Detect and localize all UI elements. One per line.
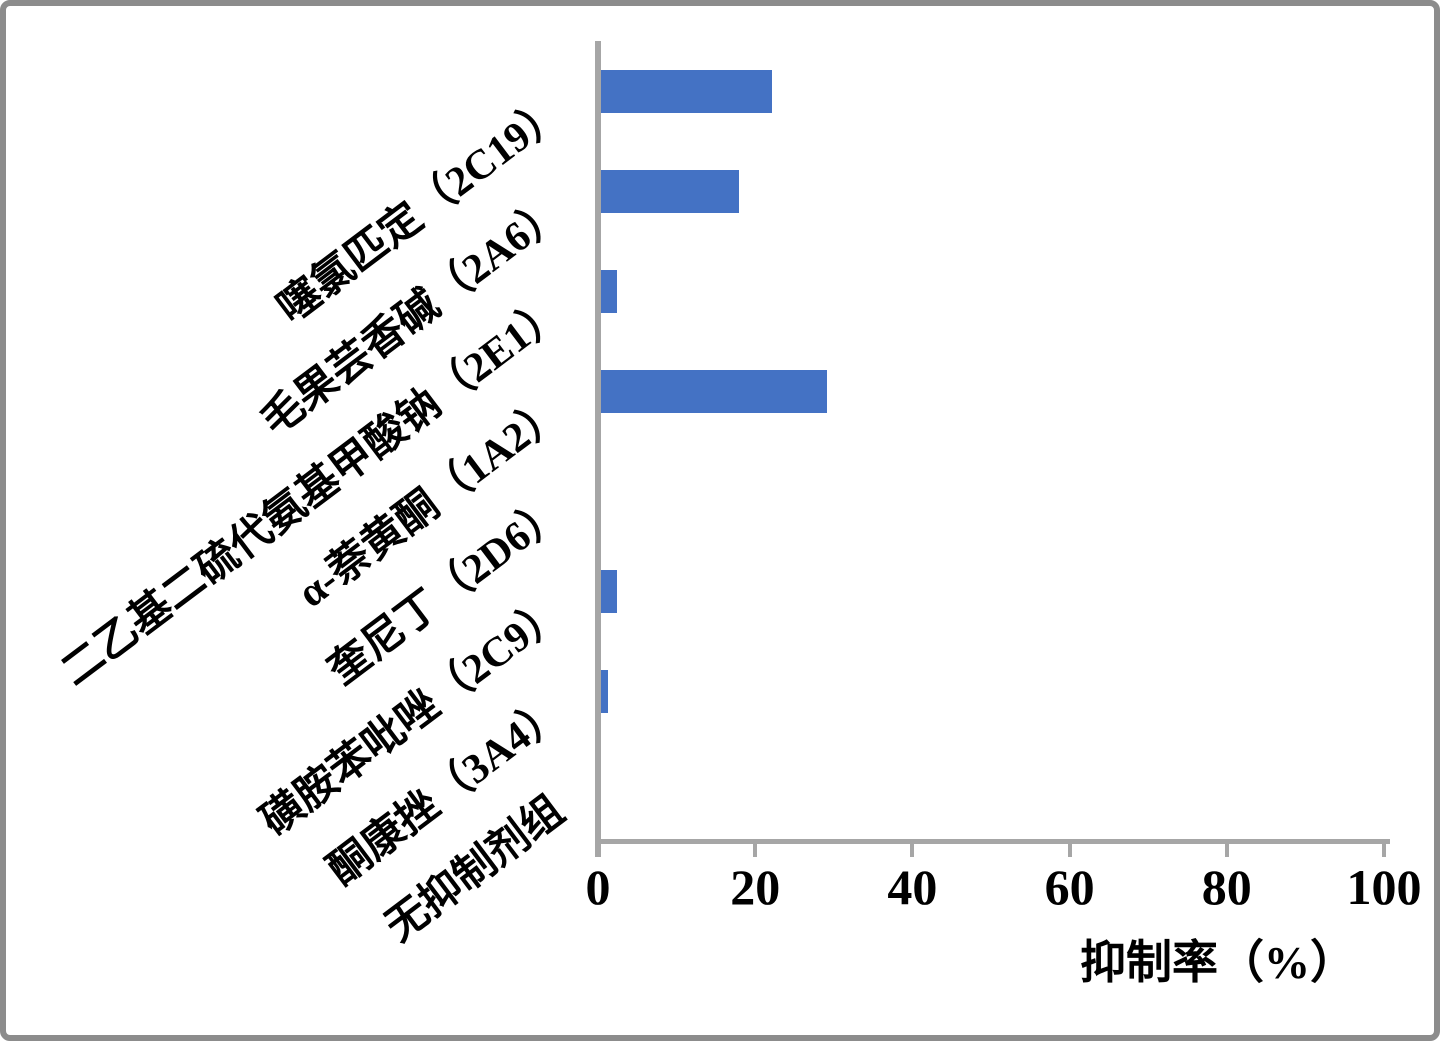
y-axis-line: [595, 41, 601, 857]
x-tick-label: 80: [1201, 859, 1252, 915]
bar: [601, 69, 773, 113]
x-tick-label: 0: [585, 859, 611, 915]
bar: [601, 569, 617, 613]
x-tick-mark: [1382, 844, 1386, 857]
x-tick-label: 60: [1044, 859, 1095, 915]
x-tick-mark: [910, 844, 915, 857]
x-tick-mark: [1067, 844, 1072, 857]
x-tick-mark: [1224, 844, 1229, 857]
bar: [601, 169, 739, 213]
x-axis-line: [595, 839, 1390, 844]
x-tick-label: 100: [1346, 859, 1422, 915]
x-axis-title: 抑制率（%）: [1080, 937, 1356, 988]
bar: [601, 269, 617, 313]
x-tick-label: 40: [887, 859, 938, 915]
x-tick-mark: [596, 844, 600, 857]
x-tick-label: 20: [730, 859, 781, 915]
x-tick-mark: [753, 844, 758, 857]
bar: [601, 669, 609, 713]
bar: [601, 369, 828, 413]
